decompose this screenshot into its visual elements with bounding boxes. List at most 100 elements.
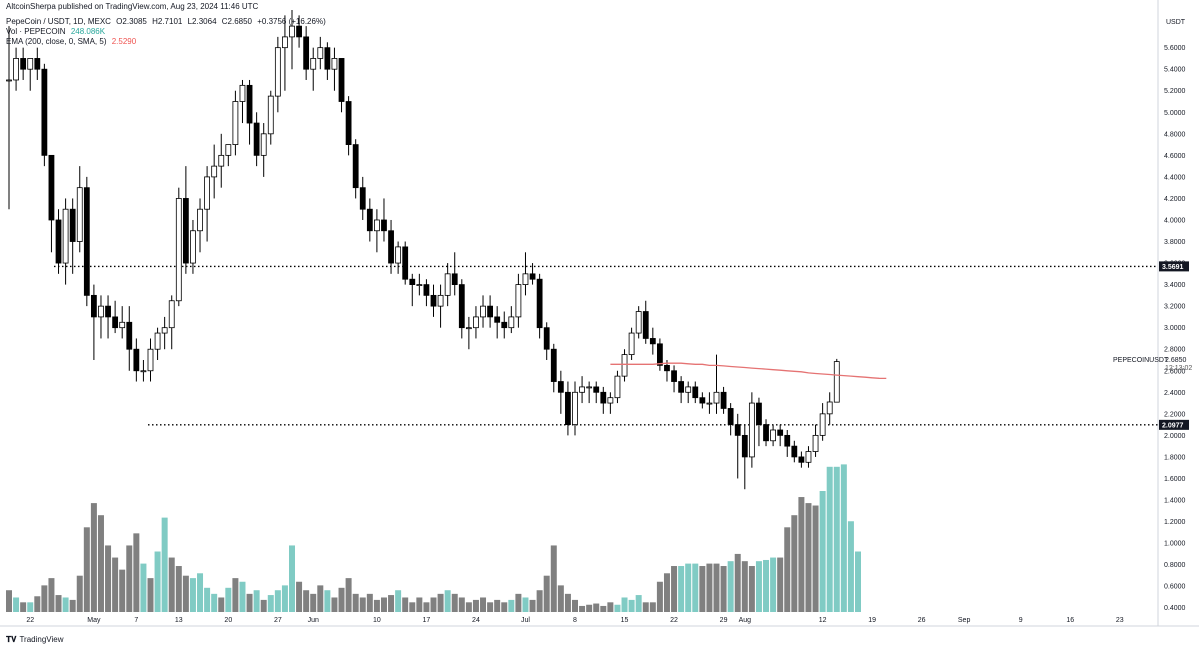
candle-body [649, 338, 656, 345]
candle-body [791, 445, 798, 458]
candle-body [805, 451, 812, 463]
y-tick-label: 0.8000 [1164, 562, 1186, 569]
y-tick-label: 4.4000 [1164, 174, 1186, 181]
candle-body [161, 327, 168, 334]
level-price-label: 2.0977 [1162, 422, 1184, 429]
volume-bar [211, 593, 218, 612]
candle-body [784, 434, 791, 447]
bar-countdown: 12:13:02 [1165, 365, 1193, 372]
x-tick-label: 22 [670, 617, 678, 624]
x-tick-label: 8 [573, 617, 577, 624]
x-tick-label: 26 [918, 617, 926, 624]
y-tick-label: 5.2000 [1164, 88, 1186, 95]
x-tick-label: 10 [373, 617, 381, 624]
candle-body [451, 273, 458, 285]
volume-bar [727, 561, 734, 612]
candle-body [246, 84, 253, 124]
volume-bar [826, 466, 833, 612]
volume-bar [437, 593, 444, 612]
candle-body [402, 246, 409, 280]
x-tick-label: Sep [958, 617, 971, 624]
y-tick-label: 3.8000 [1164, 239, 1186, 246]
volume-bar [409, 602, 416, 612]
volume-bar [76, 575, 83, 612]
candle-body [741, 434, 748, 458]
candle-body [508, 316, 515, 329]
candle-body [239, 84, 246, 102]
volume-bar [557, 585, 564, 612]
y-tick-label: 3.4000 [1164, 282, 1186, 289]
volume-bar [536, 590, 543, 612]
volume-bar [105, 545, 112, 612]
candle-body [76, 187, 83, 242]
candle-body [182, 198, 189, 264]
candle-body [112, 316, 119, 329]
volume-bar [543, 575, 550, 612]
candle-body [119, 321, 126, 329]
tradingview-footer[interactable]: 𝐓𝐕 TradingView [6, 635, 64, 645]
candle-body [211, 165, 218, 178]
candle-body [416, 284, 423, 287]
x-tick-label: 27 [274, 617, 282, 624]
candle-body [204, 176, 211, 210]
symbol-legend[interactable]: PepeCoin / USDT, 1D, MEXC O2.3085 H2.710… [6, 17, 329, 26]
volume-bar [83, 527, 90, 612]
candle-body [126, 321, 133, 350]
volume-bar [855, 551, 861, 612]
candle-body [48, 154, 55, 221]
candle-body [140, 370, 147, 373]
x-tick-label: Jun [308, 617, 319, 624]
volume-bar [840, 464, 847, 612]
candle-body [289, 25, 295, 38]
x-tick-label: Jul [521, 617, 530, 624]
candle-body [777, 429, 784, 436]
candle-body [345, 101, 352, 145]
volume-bar [472, 599, 479, 612]
volume-bar [175, 566, 182, 612]
ema-legend[interactable]: EMA (200, close, 0, SMA, 5) 2.5290 [6, 37, 139, 46]
volume-bar [522, 597, 529, 612]
volume-bar [847, 521, 854, 612]
volume-bar [161, 517, 168, 612]
volume-bar [352, 593, 359, 612]
candle-body [147, 348, 154, 372]
last-price-value: 2.6850 [1165, 357, 1187, 364]
candle-body [465, 327, 472, 330]
volume-bar [600, 605, 607, 612]
candle-body [515, 284, 522, 318]
candle-body [713, 391, 720, 404]
x-tick-label: 16 [1066, 617, 1074, 624]
x-tick-label: 12 [819, 617, 827, 624]
candle-body [734, 424, 741, 436]
volume-bar [593, 603, 600, 612]
candle-body [444, 273, 451, 296]
ohlc-high: H2.7101 [152, 17, 183, 26]
symbol-name: PepeCoin / USDT, 1D, MEXC [6, 17, 111, 26]
candle-body [190, 230, 196, 264]
volume-bar [649, 602, 656, 612]
volume-bar [345, 578, 352, 612]
volume-bar [572, 599, 578, 612]
candle-body [494, 316, 501, 323]
x-tick-label: 22 [26, 617, 34, 624]
volume-bar [373, 599, 380, 612]
volume-bar [451, 593, 458, 612]
volume-bar [289, 545, 295, 612]
candle-body [557, 381, 564, 393]
published-text: AltcoinSherpa published on TradingView.c… [6, 2, 259, 11]
volume-bar [182, 575, 189, 612]
volume-bar [359, 597, 366, 612]
volume-bar [6, 590, 12, 612]
volume-value: 248.086K [70, 27, 106, 36]
candle-body [175, 198, 182, 302]
candle-body [706, 402, 713, 405]
ema-line [610, 362, 887, 380]
candle-body [6, 79, 12, 82]
volume-bar [281, 585, 288, 612]
candle-body [105, 305, 111, 318]
volume-legend[interactable]: Vol · PEPECOIN 248.086K [6, 27, 108, 36]
volume-bar [607, 602, 614, 612]
volume-bar [748, 566, 755, 612]
volume-bar [48, 578, 55, 612]
